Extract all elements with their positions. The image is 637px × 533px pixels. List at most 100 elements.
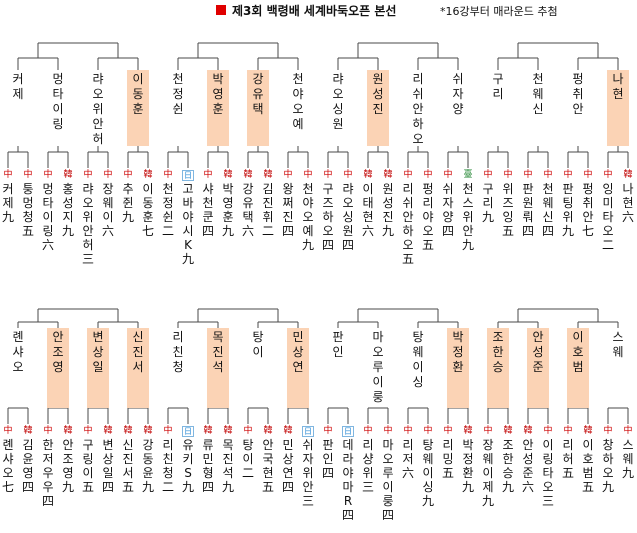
- round64-player: 스웨九: [621, 438, 634, 480]
- flag-cn-icon: 中: [323, 426, 333, 436]
- round64-player: 데라야마R四: [341, 438, 354, 522]
- round64-player: 리샹위三: [361, 438, 374, 494]
- winner-highlight: [247, 70, 269, 146]
- round64-player: 장웨이제九: [481, 438, 494, 508]
- flag-cn-icon: 中: [603, 426, 613, 436]
- flag-kr-icon: 韓: [623, 170, 633, 180]
- round32-player: 리쉬안하오: [412, 72, 424, 146]
- round64-player: 위즈잉五: [501, 182, 514, 238]
- round64-player: 안국현五: [261, 438, 274, 494]
- round64-player: 리쉬안하오五: [401, 182, 414, 266]
- flag-kr-icon: 韓: [103, 426, 113, 436]
- flag-cn-icon: 中: [443, 426, 453, 436]
- flag-cn-icon: 中: [83, 426, 93, 436]
- round64-player: 롄샤오七: [1, 438, 14, 494]
- flag-cn-icon: 中: [503, 170, 513, 180]
- flag-cn-icon: 中: [383, 426, 393, 436]
- round32-player: 탕웨이싱: [412, 330, 424, 389]
- round64-player: 유키S九: [181, 438, 194, 494]
- round32-player: 민상연: [292, 330, 304, 374]
- flag-cn-icon: 中: [423, 426, 433, 436]
- winner-highlight: [367, 70, 389, 146]
- flag-cn-icon: 中: [403, 426, 413, 436]
- flag-cn-icon: 中: [523, 170, 533, 180]
- flag-cn-icon: 中: [283, 170, 293, 180]
- flag-kr-icon: 韓: [143, 426, 153, 436]
- round64-player: 왕쩌진四: [281, 182, 294, 238]
- winner-highlight: [487, 328, 509, 408]
- flag-cn-icon: 中: [483, 170, 493, 180]
- round64-player: 목진석九: [221, 438, 234, 494]
- title-marker-square: [216, 5, 226, 15]
- round32-player: 리친청: [172, 330, 184, 374]
- round32-player: 스웨: [612, 330, 624, 359]
- flag-cn-icon: 中: [543, 426, 553, 436]
- round32-player: 마오루이룽: [372, 330, 384, 404]
- flag-kr-icon: 韓: [63, 170, 73, 180]
- flag-kr-icon: 韓: [283, 426, 293, 436]
- round64-player: 이태현六: [361, 182, 374, 238]
- round32-player: 조한승: [492, 330, 504, 374]
- flag-cn-icon: 中: [563, 170, 573, 180]
- round64-player: 판인四: [321, 438, 334, 480]
- flag-tw-icon: 臺: [463, 170, 473, 180]
- flag-cn-icon: 中: [303, 170, 313, 180]
- round64-player: 탕이二: [241, 438, 254, 480]
- winner-highlight: [207, 70, 229, 146]
- round64-player: 류민형四: [201, 438, 214, 494]
- flag-kr-icon: 韓: [583, 426, 593, 436]
- round64-player: 강유택六: [241, 182, 254, 238]
- flag-cn-icon: 中: [163, 170, 173, 180]
- round64-player: 펑취안七: [581, 182, 594, 238]
- flag-kr-icon: 韓: [503, 426, 513, 436]
- flag-kr-icon: 韓: [223, 426, 233, 436]
- flag-kr-icon: 韓: [523, 426, 533, 436]
- winner-highlight: [567, 328, 589, 408]
- round64-player: 나현六: [621, 182, 634, 224]
- winner-highlight: [287, 328, 309, 408]
- flag-cn-icon: 中: [603, 170, 613, 180]
- flag-cn-icon: 中: [123, 170, 133, 180]
- flag-kr-icon: 韓: [263, 426, 273, 436]
- round64-player: 천야오예九: [301, 182, 314, 252]
- round32-player: 펑취안: [572, 72, 584, 116]
- round64-player: 랴오싱원四: [341, 182, 354, 252]
- round64-player: 리허五: [561, 438, 574, 480]
- round64-player: 조한승九: [501, 438, 514, 494]
- round32-player: 이호범: [572, 330, 584, 374]
- round64-player: 이호범五: [581, 438, 594, 494]
- round32-player: 쉬자양: [452, 72, 464, 116]
- round32-player: 천야오예: [292, 72, 304, 131]
- round32-player: 강유택: [252, 72, 264, 116]
- round32-player: 안성준: [532, 330, 544, 374]
- flag-kr-icon: 韓: [263, 170, 273, 180]
- round64-player: 랴오위안허三: [81, 182, 94, 266]
- flag-cn-icon: 中: [323, 170, 333, 180]
- flag-jp-icon: 日: [182, 426, 194, 437]
- flag-jp-icon: 日: [302, 426, 314, 437]
- winner-highlight: [127, 328, 149, 408]
- round64-player: 리밍五: [441, 438, 454, 480]
- winner-highlight: [207, 328, 229, 408]
- round64-player: 구링이五: [81, 438, 94, 494]
- round64-player: 리저六: [401, 438, 414, 480]
- round64-player: 멍타이링六: [41, 182, 54, 252]
- round64-player: 쉬자위안三: [301, 438, 314, 508]
- round64-player: 구리九: [481, 182, 494, 224]
- flag-cn-icon: 中: [443, 170, 453, 180]
- round64-player: 강동윤九: [141, 438, 154, 494]
- round64-player: 펑리야오五: [421, 182, 434, 252]
- round64-player: 고바야시K九: [181, 182, 194, 266]
- round64-player: 신진서五: [121, 438, 134, 494]
- flag-cn-icon: 中: [43, 170, 53, 180]
- winner-highlight: [607, 70, 629, 146]
- winner-highlight: [87, 328, 109, 408]
- round64-player: 구즈하오四: [321, 182, 334, 252]
- round64-player: 박정환九: [461, 438, 474, 494]
- flag-cn-icon: 中: [563, 426, 573, 436]
- flag-kr-icon: 韓: [383, 170, 393, 180]
- round64-player: 퉁멍청五: [21, 182, 34, 238]
- round64-player: 민상연四: [281, 438, 294, 494]
- round32-player: 안조영: [52, 330, 64, 374]
- round64-player: 추쥔九: [121, 182, 134, 224]
